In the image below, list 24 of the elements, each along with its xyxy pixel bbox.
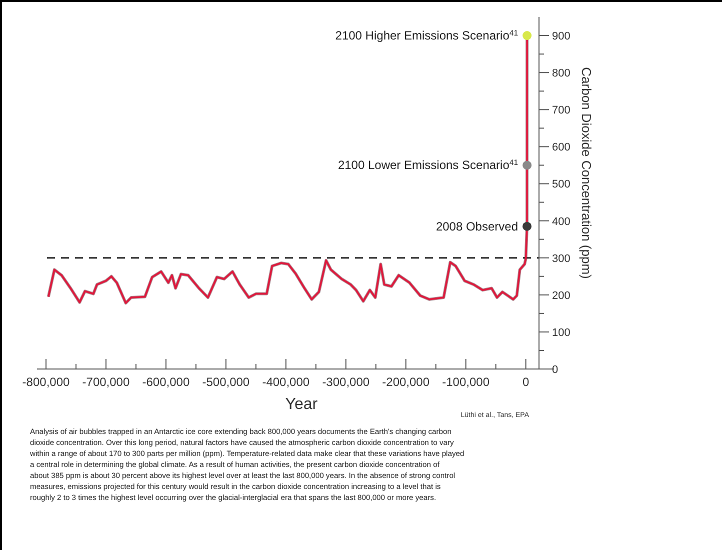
x-tick-label: -200,000 [382, 375, 430, 389]
x-axis-title: Year [285, 396, 318, 413]
y-tick-label: 0 [552, 364, 558, 376]
x-tick-label: -500,000 [202, 375, 250, 389]
y-tick-label: 700 [552, 104, 570, 117]
x-tick-label: 0 [522, 375, 530, 389]
annotation: 2008 Observed [436, 219, 518, 234]
x-tick-label: -400,000 [262, 375, 310, 389]
y-tick-label: 900 [552, 30, 570, 43]
y-tick-label: 600 [552, 142, 570, 154]
y-tick-label: 500 [552, 178, 570, 191]
x-tick-label: -300,000 [322, 375, 370, 389]
y-axis-title: Carbon Dioxide Concentration (ppm) [579, 67, 594, 279]
y-tick-label: 200 [552, 290, 570, 302]
x-tick-label: -600,000 [142, 375, 190, 389]
y-tick-label: 300 [552, 252, 570, 265]
annotation: 2100 Lower Emissions Scenario$^{41}$ [338, 158, 518, 172]
y-tick-label: 800 [552, 68, 570, 80]
y-tick-label: 400 [552, 216, 570, 228]
x-tick-label: -800,000 [22, 375, 70, 389]
y-tick-label: 100 [552, 326, 570, 339]
x-tick-label: -700,000 [82, 375, 130, 389]
annotation: 2100 Higher Emissions Scenario$^{41}$ [335, 28, 518, 43]
x-tick-label: -100,000 [442, 375, 490, 389]
